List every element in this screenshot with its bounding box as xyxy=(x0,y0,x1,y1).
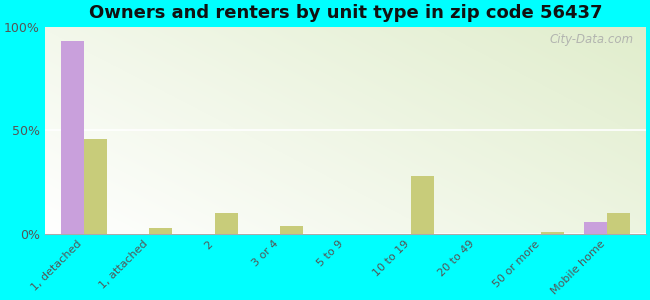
Bar xyxy=(541,232,564,234)
Bar xyxy=(606,213,629,234)
Bar xyxy=(280,226,303,234)
Bar xyxy=(150,228,172,234)
Bar xyxy=(584,221,606,234)
Bar xyxy=(61,41,84,234)
Bar xyxy=(214,213,238,234)
Title: Owners and renters by unit type in zip code 56437: Owners and renters by unit type in zip c… xyxy=(88,4,602,22)
Bar xyxy=(84,139,107,234)
Bar xyxy=(411,176,434,234)
Text: City-Data.com: City-Data.com xyxy=(550,33,634,46)
